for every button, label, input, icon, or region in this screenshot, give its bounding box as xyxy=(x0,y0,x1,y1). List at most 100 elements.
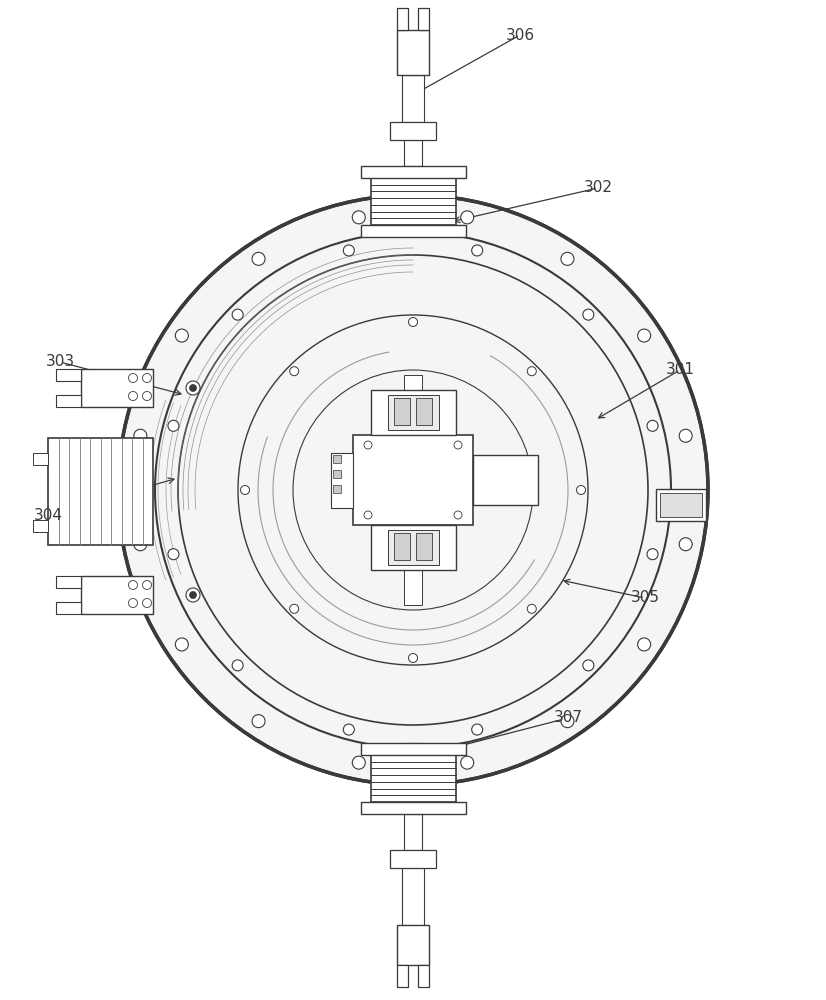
Circle shape xyxy=(647,420,658,431)
Bar xyxy=(404,814,422,850)
Bar xyxy=(404,743,422,785)
Bar xyxy=(371,390,455,435)
Bar xyxy=(397,30,429,75)
Circle shape xyxy=(134,429,147,442)
Circle shape xyxy=(472,245,482,256)
Circle shape xyxy=(240,486,249,494)
Circle shape xyxy=(561,252,574,265)
Circle shape xyxy=(583,309,594,320)
Circle shape xyxy=(344,724,354,735)
Circle shape xyxy=(352,211,365,224)
Bar xyxy=(397,925,429,965)
Bar xyxy=(371,525,455,570)
Circle shape xyxy=(252,252,265,265)
Bar xyxy=(81,369,153,407)
Circle shape xyxy=(143,580,151,589)
Bar xyxy=(402,868,424,925)
Circle shape xyxy=(129,391,137,400)
Circle shape xyxy=(454,441,462,449)
Bar xyxy=(56,395,81,407)
Circle shape xyxy=(290,604,299,613)
Text: 304: 304 xyxy=(34,508,63,522)
Circle shape xyxy=(232,660,243,671)
Circle shape xyxy=(472,724,482,735)
Bar xyxy=(360,166,466,178)
Bar xyxy=(33,520,48,532)
Circle shape xyxy=(679,538,692,551)
Circle shape xyxy=(129,373,137,382)
Bar xyxy=(360,743,466,755)
Bar xyxy=(660,493,702,517)
Bar xyxy=(404,195,422,225)
Text: 302: 302 xyxy=(583,180,613,196)
Circle shape xyxy=(647,549,658,560)
Circle shape xyxy=(409,654,417,662)
Bar xyxy=(333,455,341,463)
Circle shape xyxy=(454,511,462,519)
Bar xyxy=(404,140,422,166)
Circle shape xyxy=(168,549,179,560)
Bar xyxy=(397,8,408,30)
Circle shape xyxy=(409,318,417,326)
Text: 305: 305 xyxy=(630,590,659,605)
Bar xyxy=(473,455,538,505)
Circle shape xyxy=(461,756,474,769)
Circle shape xyxy=(679,429,692,442)
Circle shape xyxy=(189,384,197,391)
Circle shape xyxy=(290,367,299,376)
Circle shape xyxy=(175,638,188,651)
Circle shape xyxy=(232,309,243,320)
Bar xyxy=(360,802,466,814)
Bar xyxy=(56,602,81,614)
Circle shape xyxy=(186,588,200,602)
Bar xyxy=(333,485,341,493)
Bar xyxy=(371,755,455,802)
Circle shape xyxy=(583,660,594,671)
Text: 306: 306 xyxy=(506,27,534,42)
Circle shape xyxy=(168,420,179,431)
Circle shape xyxy=(175,329,188,342)
Bar xyxy=(415,533,432,560)
Circle shape xyxy=(527,604,536,613)
Bar xyxy=(656,489,706,521)
Circle shape xyxy=(527,367,536,376)
Bar xyxy=(387,395,439,430)
Text: 301: 301 xyxy=(666,362,695,377)
Circle shape xyxy=(118,195,708,785)
Circle shape xyxy=(129,598,137,607)
Circle shape xyxy=(638,329,651,342)
Circle shape xyxy=(561,715,574,728)
Bar xyxy=(331,452,353,508)
Bar xyxy=(418,8,429,30)
Bar xyxy=(56,369,81,381)
Bar xyxy=(404,375,422,605)
Bar xyxy=(48,438,153,545)
Circle shape xyxy=(638,638,651,651)
Bar xyxy=(397,965,408,987)
Circle shape xyxy=(252,715,265,728)
Circle shape xyxy=(134,538,147,551)
Circle shape xyxy=(577,486,586,494)
Bar xyxy=(56,576,81,588)
Bar xyxy=(390,122,436,140)
Bar xyxy=(418,965,429,987)
Bar xyxy=(353,435,473,525)
Text: 303: 303 xyxy=(45,355,74,369)
Circle shape xyxy=(129,580,137,589)
Bar xyxy=(390,850,436,868)
Circle shape xyxy=(364,441,372,449)
Circle shape xyxy=(143,373,151,382)
Circle shape xyxy=(344,245,354,256)
Bar xyxy=(81,576,153,614)
Circle shape xyxy=(189,591,197,598)
Circle shape xyxy=(461,211,474,224)
Circle shape xyxy=(143,598,151,607)
Bar xyxy=(394,398,411,425)
Bar xyxy=(33,453,48,465)
Circle shape xyxy=(143,391,151,400)
Bar xyxy=(415,398,432,425)
Bar xyxy=(402,75,424,122)
Circle shape xyxy=(364,511,372,519)
Bar xyxy=(387,530,439,565)
Bar xyxy=(333,470,341,478)
